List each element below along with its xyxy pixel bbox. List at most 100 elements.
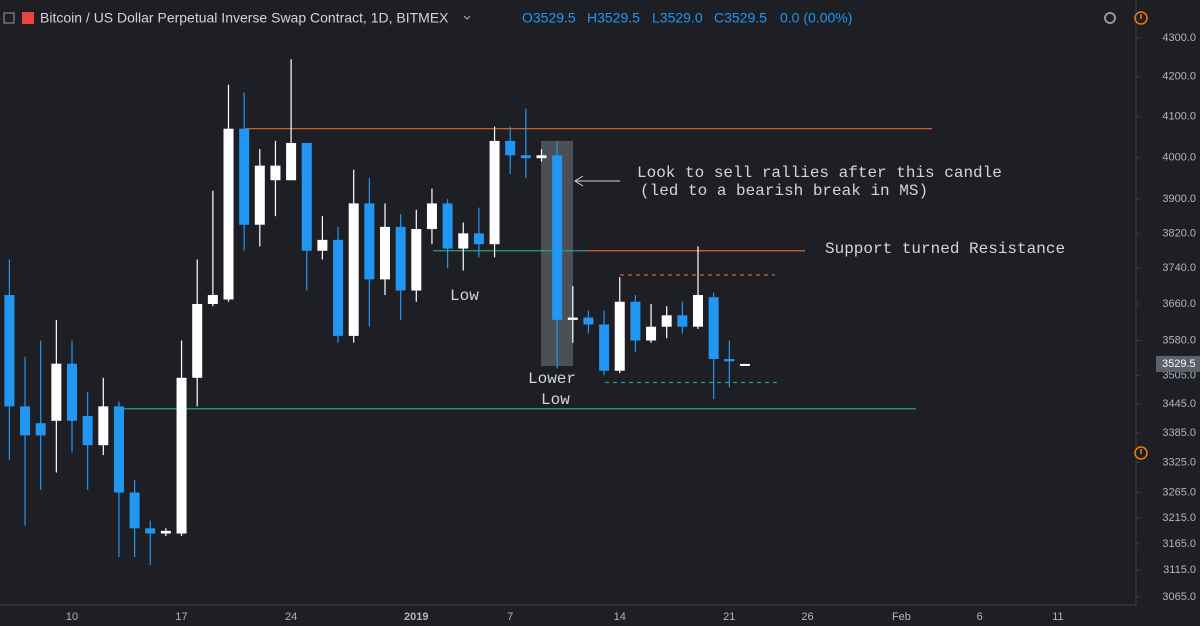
ohlc-value: H3529.5 (587, 10, 640, 26)
candle-body (113, 406, 124, 493)
candle-body (380, 226, 390, 280)
y-tick-label: 3445.0 (1162, 398, 1196, 410)
candle-body (567, 317, 578, 320)
candle-body (536, 155, 547, 159)
y-tick-label: 4000.0 (1162, 151, 1196, 163)
y-tick-label: 3265.0 (1162, 486, 1196, 498)
annotation: Low (450, 287, 479, 305)
candle-body (552, 155, 563, 320)
annotation: Look to sell rallies after this candle (637, 164, 1002, 182)
symbol-title: Bitcoin / US Dollar Perpetual Inverse Sw… (40, 10, 449, 26)
candle-body (661, 315, 672, 327)
candle-body (739, 363, 750, 366)
y-tick-label: 3580.0 (1162, 334, 1196, 346)
y-tick-label: 3065.0 (1162, 591, 1196, 603)
candle-body (301, 142, 312, 251)
candle-body (239, 128, 250, 225)
candle-body (286, 142, 297, 181)
candle-body (411, 229, 422, 291)
candle-body (489, 140, 500, 245)
y-tick-label: 3115.0 (1163, 564, 1196, 576)
candle-body (129, 492, 140, 529)
candles (4, 59, 750, 565)
annotation: Lower (528, 370, 576, 388)
candle-body (98, 406, 109, 446)
ohlc-value: C3529.5 (714, 10, 767, 26)
candle-body (67, 363, 77, 421)
candle-body (708, 297, 719, 360)
x-tick-label: 2019 (404, 611, 428, 623)
candle-body (505, 140, 516, 156)
ohlc-value: L3529.0 (652, 10, 703, 26)
x-tick-label: 26 (801, 611, 813, 623)
ohlc-value: O3529.5 (522, 10, 576, 26)
candle-body (51, 363, 62, 421)
y-tick-label: 3165.0 (1162, 538, 1196, 550)
candle-body (599, 324, 610, 371)
x-tick-label: Feb (892, 611, 911, 623)
candle-body (317, 239, 328, 251)
candle-body (82, 415, 93, 446)
last-price-label: 3529.5 (1162, 358, 1196, 370)
ohlc-value: 0.0 (0.00%) (780, 10, 852, 26)
candle-body (254, 165, 265, 225)
candle-body (395, 226, 406, 291)
y-tick-label: 3325.0 (1162, 456, 1196, 468)
x-tick-label: 10 (66, 611, 78, 623)
collapse-icon[interactable] (3, 12, 15, 24)
header-icons (3, 11, 1148, 460)
y-tick-label: 4300.0 (1162, 32, 1196, 44)
candle-body (677, 315, 688, 327)
y-tick-label: 3660.0 (1162, 298, 1196, 310)
x-tick-label: 21 (723, 611, 735, 623)
candle-body (724, 359, 735, 362)
candle-body (583, 317, 594, 325)
alert-icon[interactable] (1134, 11, 1148, 25)
y-tick-label: 3505.0 (1162, 369, 1196, 381)
candle-body (520, 155, 531, 159)
candle-body (473, 233, 484, 245)
annotation: Support turned Resistance (825, 240, 1065, 258)
candle-body (192, 304, 203, 378)
candle-body (160, 530, 171, 534)
x-tick-label: 7 (507, 611, 513, 623)
candle-body (426, 203, 437, 230)
y-tick-label: 3900.0 (1162, 193, 1196, 205)
candle-body (223, 128, 234, 300)
candle-body (176, 377, 187, 534)
candle-body (333, 239, 344, 336)
y-tick-label: 3740.0 (1162, 262, 1196, 274)
annotation: (led to a bearish break in MS) (640, 182, 928, 200)
x-tick-label: 6 (977, 611, 983, 623)
candle-body (20, 406, 31, 436)
candle-body (693, 295, 703, 327)
y-tick-label: 3385.0 (1162, 427, 1196, 439)
annotation: Low (541, 391, 570, 409)
annotation-arrowhead (574, 175, 584, 187)
y-tick-label: 3820.0 (1162, 227, 1196, 239)
candle-body (348, 203, 359, 336)
x-tick-label: 14 (614, 611, 626, 623)
candle-body (35, 423, 46, 436)
candle-body (614, 301, 625, 371)
dropdown-chevron[interactable] (463, 15, 471, 20)
last-price-box (1156, 355, 1200, 372)
candle-body (364, 203, 375, 280)
candle-body (207, 295, 218, 305)
settings-icon[interactable] (1104, 12, 1116, 24)
y-tick-label: 3215.0 (1162, 512, 1196, 524)
y-tick-label: 4200.0 (1162, 71, 1196, 83)
x-tick-label: 11 (1052, 611, 1063, 623)
y-tick-label: 4100.0 (1162, 110, 1196, 122)
x-tick-label: 24 (285, 611, 297, 623)
event-icon[interactable] (1134, 446, 1148, 460)
candle-body (442, 203, 453, 249)
candle-body (646, 326, 657, 341)
candle-body (145, 528, 156, 534)
symbol-icon (22, 12, 34, 24)
candle-body (458, 233, 469, 249)
candle-body (4, 295, 15, 407)
x-tick-label: 17 (175, 611, 187, 623)
candle-body (630, 301, 641, 341)
